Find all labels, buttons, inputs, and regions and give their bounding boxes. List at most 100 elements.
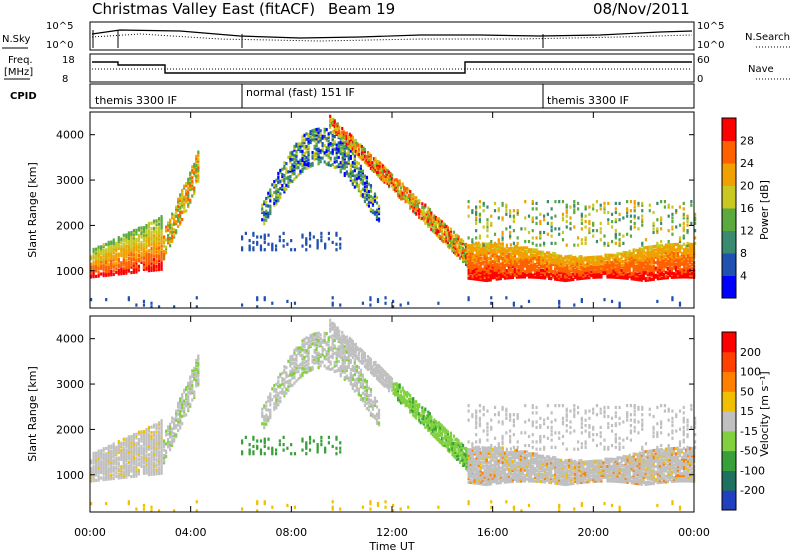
power-cell xyxy=(646,278,649,282)
power-cell xyxy=(511,248,514,252)
power-cell xyxy=(606,264,609,268)
power-cell xyxy=(644,267,647,272)
power-cell xyxy=(584,258,587,262)
power-cell xyxy=(150,250,153,254)
power-cell xyxy=(451,243,454,247)
power-cell xyxy=(337,163,340,167)
power-cell xyxy=(481,276,484,280)
power-cell xyxy=(152,234,156,238)
power-cell xyxy=(357,167,360,171)
power-cell xyxy=(628,267,631,272)
power-cell xyxy=(160,255,163,259)
power-cell xyxy=(122,233,125,237)
power-cell xyxy=(688,255,692,259)
power-cell xyxy=(373,199,377,203)
power-cell xyxy=(650,250,653,254)
power-cell xyxy=(505,256,508,260)
power-cell xyxy=(191,179,194,184)
power-cell xyxy=(676,275,680,279)
velocity-cell xyxy=(140,435,143,439)
power-cell xyxy=(656,255,659,259)
power-cell xyxy=(355,166,358,170)
power-cell xyxy=(513,273,517,278)
velocity-cell xyxy=(261,411,264,415)
power-cell xyxy=(668,274,672,278)
power-cell xyxy=(662,272,665,277)
power-cell xyxy=(556,270,559,274)
power-cell xyxy=(505,258,508,262)
power-cell xyxy=(333,165,336,170)
velocity-cell xyxy=(112,469,115,473)
power-cell xyxy=(671,219,674,224)
power-cell xyxy=(646,251,649,255)
velocity-cell xyxy=(157,430,161,434)
power-cell xyxy=(626,200,629,204)
power-cell xyxy=(558,261,561,265)
velocity-cell xyxy=(125,459,128,463)
power-cell xyxy=(678,273,682,277)
velocity-cell xyxy=(269,412,272,416)
velocity-cell xyxy=(181,396,184,400)
power-cell xyxy=(668,254,672,258)
power-cell xyxy=(142,260,146,264)
power-cell xyxy=(363,196,367,200)
power-cell xyxy=(535,243,538,247)
power-cell xyxy=(511,263,514,267)
power-cell xyxy=(102,272,105,276)
power-cell xyxy=(612,257,615,261)
power-cell xyxy=(507,272,510,276)
power-cell xyxy=(147,256,151,260)
power-cell xyxy=(546,232,549,236)
velocity-cell xyxy=(122,448,125,452)
power-cell xyxy=(672,253,676,258)
velocity-cell xyxy=(160,426,163,430)
power-cell xyxy=(132,247,135,251)
velocity-cell xyxy=(277,379,280,383)
power-cell xyxy=(633,214,636,218)
power-cell xyxy=(412,193,415,197)
power-cell xyxy=(378,174,382,178)
power-cell xyxy=(511,272,514,276)
power-cell xyxy=(339,161,342,165)
power-cell xyxy=(449,233,453,237)
power-cell xyxy=(535,216,538,220)
power-cell xyxy=(241,303,244,307)
power-cell xyxy=(398,192,401,196)
power-cell xyxy=(566,258,569,262)
velocity-cell xyxy=(122,437,125,441)
power-cell xyxy=(690,203,693,207)
power-cell xyxy=(529,259,533,263)
power-cell xyxy=(369,200,373,204)
power-cell xyxy=(489,245,492,249)
power-cell xyxy=(460,250,463,255)
power-cell xyxy=(421,209,424,213)
power-cell xyxy=(369,209,373,213)
power-cell xyxy=(535,248,539,252)
power-cell xyxy=(191,170,194,174)
power-cell xyxy=(404,194,407,198)
power-cell xyxy=(439,222,442,226)
power-cell xyxy=(612,262,615,267)
power-cell xyxy=(437,217,441,221)
velocity-cell xyxy=(97,467,100,471)
power-cell xyxy=(142,262,146,266)
power-cell xyxy=(671,298,674,302)
power-cell xyxy=(152,259,156,263)
power-cell xyxy=(531,200,534,204)
velocity-cell xyxy=(92,475,95,479)
power-cell xyxy=(152,221,156,225)
power-cell xyxy=(620,263,623,267)
power-cell xyxy=(351,161,354,165)
power-cell xyxy=(431,220,434,224)
power-cell xyxy=(562,273,565,277)
velocity-cell xyxy=(137,437,141,442)
power-cell xyxy=(315,156,318,161)
power-cell xyxy=(152,230,156,234)
velocity-cell xyxy=(179,420,182,425)
power-cell xyxy=(185,183,188,188)
velocity-cell xyxy=(162,441,166,445)
power-cell xyxy=(594,271,597,276)
power-cell xyxy=(517,264,521,268)
power-cell xyxy=(580,218,583,222)
power-cell xyxy=(598,257,601,261)
